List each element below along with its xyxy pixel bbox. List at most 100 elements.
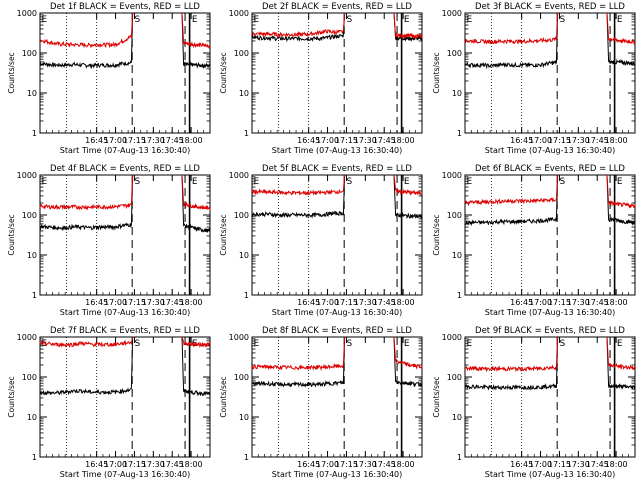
x-axis-label: Start Time (07-Aug-13 16:30:40) xyxy=(60,146,191,155)
x-tick-label: 17:00 xyxy=(316,298,339,307)
y-tick-label: 10 xyxy=(239,413,249,422)
panel-det-6: Det 6f BLACK = Events, RED = LLD 1 10 100 10… xyxy=(432,164,636,317)
x-tick-label: 16:45 xyxy=(510,298,533,307)
marker-label-S: S xyxy=(346,339,352,349)
y-tick-label: 1000 xyxy=(17,171,37,180)
y-tick-label: 10 xyxy=(27,89,37,98)
series-line-events xyxy=(39,12,134,70)
marker-label-S: S xyxy=(346,177,352,187)
x-tick-label: 17:15 xyxy=(335,460,358,469)
series-line-events xyxy=(464,12,559,70)
x-tick-label: 18:00 xyxy=(605,136,628,145)
y-axis-label: Counts/sec xyxy=(432,214,441,255)
series-line-events xyxy=(39,174,134,231)
y-tick-label: 100 xyxy=(22,211,37,220)
y-tick-label: 1 xyxy=(244,291,249,300)
x-tick-label: 17:30 xyxy=(142,298,165,307)
marker-label-E: E xyxy=(404,339,410,349)
panel-title: Det 6f BLACK = Events, RED = LLD xyxy=(475,164,625,174)
y-axis-label: Counts/sec xyxy=(432,52,441,93)
y-tick-label: 100 xyxy=(234,49,249,58)
y-tick-label: 1000 xyxy=(229,171,249,180)
y-tick-label: 1 xyxy=(32,453,37,462)
series-line-events xyxy=(251,336,346,388)
marker-label-E: E xyxy=(254,339,260,349)
x-tick-label: 16:45 xyxy=(297,460,320,469)
panel-det-5: Det 5f BLACK = Events, RED = LLD 1 10 100 10… xyxy=(219,164,423,317)
marker-label-S: S xyxy=(559,177,565,187)
x-tick-label: 18:00 xyxy=(180,460,203,469)
plot-frame xyxy=(251,12,423,134)
x-tick-label: 17:00 xyxy=(104,298,127,307)
y-tick-label: 100 xyxy=(447,49,462,58)
x-tick-label: 17:15 xyxy=(548,460,571,469)
x-axis-label: Start Time (07-Aug-13 16:30:40) xyxy=(485,146,616,155)
plot-frame xyxy=(39,174,211,296)
marker-label-S: S xyxy=(134,339,140,349)
x-tick-label: 18:00 xyxy=(392,298,415,307)
x-axis-label: Start Time (07-Aug-13 16:30:40) xyxy=(272,308,403,317)
y-axis-label: Counts/sec xyxy=(7,214,16,255)
plot-frame xyxy=(464,174,636,296)
x-tick-label: 16:45 xyxy=(297,136,320,145)
x-tick-label: 17:45 xyxy=(586,136,609,145)
x-tick-label: 17:00 xyxy=(316,460,339,469)
panel-det-8: Det 8f BLACK = Events, RED = LLD 1 10 100 10… xyxy=(219,326,423,479)
y-tick-label: 1000 xyxy=(17,9,37,18)
y-tick-label: 10 xyxy=(239,251,249,260)
x-tick-label: 18:00 xyxy=(605,460,628,469)
x-tick-label: 18:00 xyxy=(605,298,628,307)
series-line-events-post xyxy=(181,12,211,70)
series-line-events-post xyxy=(606,12,636,67)
series-line-events-post xyxy=(393,12,423,42)
marker-label-E: E xyxy=(192,15,198,25)
marker-label-S: S xyxy=(559,15,565,25)
series-line-events xyxy=(464,336,559,391)
x-tick-label: 17:30 xyxy=(567,460,590,469)
y-axis-label: Counts/sec xyxy=(7,376,16,417)
y-tick-label: 100 xyxy=(234,211,249,220)
series-line-events xyxy=(251,174,346,219)
x-tick-label: 17:30 xyxy=(354,136,377,145)
y-tick-label: 1000 xyxy=(17,333,37,342)
x-tick-label: 17:00 xyxy=(529,136,552,145)
series-line-events-post xyxy=(606,336,636,390)
y-axis-label: Counts/sec xyxy=(7,52,16,93)
x-tick-label: 17:30 xyxy=(354,298,377,307)
series-line-lld xyxy=(251,174,346,196)
y-tick-label: 10 xyxy=(27,413,37,422)
series-line-events-post xyxy=(181,336,211,397)
x-axis-label: Start Time (07-Aug-13 16:30:40) xyxy=(60,308,191,317)
y-tick-label: 1 xyxy=(32,129,37,138)
panel-title: Det 8f BLACK = Events, RED = LLD xyxy=(262,326,412,336)
marker-label-E: E xyxy=(467,177,473,187)
panel-title: Det 9f BLACK = Events, RED = LLD xyxy=(475,326,625,336)
series-line-lld-post xyxy=(606,174,636,209)
marker-label-E: E xyxy=(42,339,48,349)
y-tick-label: 1 xyxy=(457,291,462,300)
x-tick-label: 17:30 xyxy=(567,298,590,307)
y-tick-label: 100 xyxy=(447,373,462,382)
series-line-events xyxy=(39,336,134,396)
marker-label-S: S xyxy=(134,15,140,25)
series-line-events xyxy=(464,174,559,227)
y-tick-label: 100 xyxy=(447,211,462,220)
series-line-lld-post xyxy=(181,12,211,50)
panel-det-7: Det 7f BLACK = Events, RED = LLD 1 10 100 10… xyxy=(7,326,211,479)
marker-label-E: E xyxy=(404,177,410,187)
x-tick-label: 17:15 xyxy=(123,136,146,145)
series-line-lld xyxy=(464,174,559,207)
marker-label-E: E xyxy=(467,15,473,25)
series-line-lld-post xyxy=(181,174,211,211)
series-line-lld xyxy=(251,336,346,371)
plot-frame xyxy=(464,12,636,134)
y-axis-label: Counts/sec xyxy=(432,376,441,417)
marker-label-S: S xyxy=(134,177,140,187)
x-tick-label: 18:00 xyxy=(392,460,415,469)
plot-frame xyxy=(39,12,211,134)
x-tick-label: 17:45 xyxy=(373,460,396,469)
x-tick-label: 16:45 xyxy=(510,136,533,145)
marker-label-E: E xyxy=(254,177,260,187)
y-tick-label: 10 xyxy=(239,89,249,98)
